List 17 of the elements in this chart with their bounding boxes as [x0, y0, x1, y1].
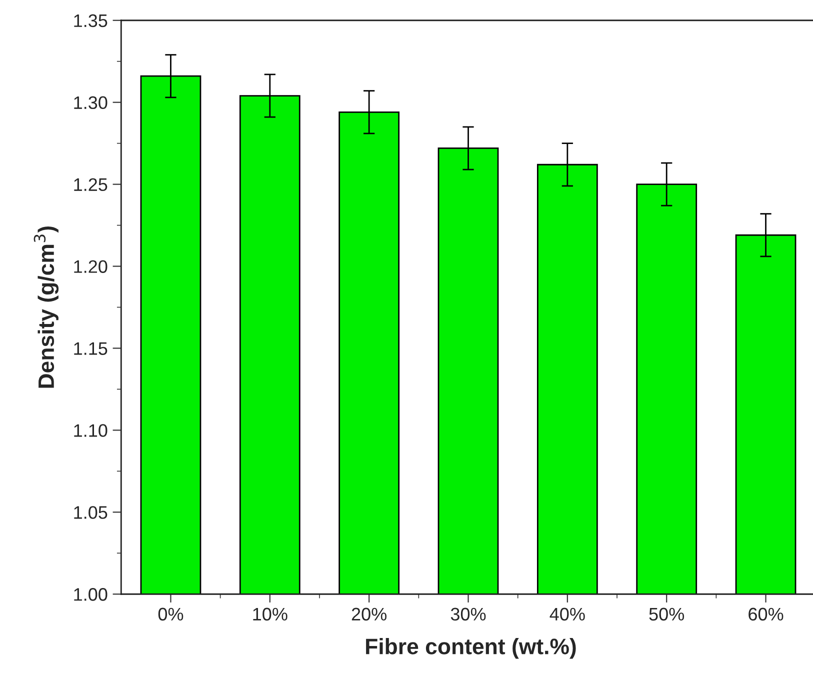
x-tick-label: 0%	[158, 608, 184, 621]
y-tick-label: 1.35	[74, 14, 108, 28]
x-tick-label: 30%	[450, 608, 486, 621]
y-tick-label: 1.10	[74, 424, 108, 437]
y-tick-label: 1.20	[74, 260, 108, 273]
x-tick-label: 40%	[550, 608, 585, 621]
x-tick-label: 20%	[352, 608, 386, 621]
y-tick-label: 1.30	[74, 96, 108, 110]
x-tick-label: 10%	[253, 608, 288, 621]
y-tick-label: 1.05	[74, 506, 108, 519]
x-tick-label: 50%	[649, 608, 684, 621]
y-axis-title: Density (g/cm$^{3}$)	[34, 226, 59, 388]
y-tick-label: 1.00	[74, 588, 108, 601]
y-tick-label: 1.25	[74, 178, 108, 192]
y-tick-label: 1.15	[74, 342, 108, 355]
x-tick-label: 60%	[748, 608, 784, 621]
x-axis-title: Fibre content (wt.%)	[366, 638, 576, 659]
